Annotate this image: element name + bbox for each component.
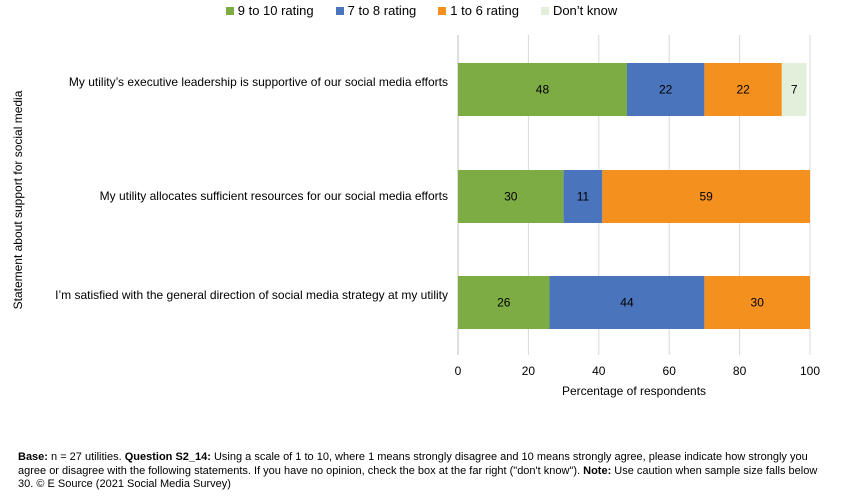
bar-segment: [704, 276, 810, 329]
footnote-note: Use caution when sample size falls below…: [18, 464, 818, 491]
bar-segment: [458, 63, 627, 116]
legend-item-dont-know: Don’t know: [540, 3, 618, 18]
legend-label: Don’t know: [552, 3, 618, 18]
bar-segment: [704, 63, 782, 116]
legend-swatch: [540, 6, 549, 15]
data-label: 26: [497, 296, 511, 310]
bar-segment: [458, 170, 564, 223]
data-label: 30: [504, 190, 518, 204]
x-tick-label: 20: [522, 364, 536, 378]
data-label: 22: [659, 83, 673, 97]
footnote-question: Using a scale of 1 to 10, where 1 means …: [18, 451, 808, 477]
legend-swatch: [225, 6, 234, 15]
footnote-note-label: Note:: [583, 464, 612, 477]
x-axis-label: Percentage of respondents: [561, 384, 707, 398]
footnote-question-label: Question S2_14:: [124, 451, 211, 463]
legend-swatch: [335, 6, 344, 15]
category-label: My utility’s executive leadership is sup…: [68, 75, 448, 89]
bar-segment: [563, 170, 603, 223]
data-label: 44: [620, 296, 634, 310]
legend: 9 to 10 rating 7 to 8 rating 1 to 6 rati…: [0, 3, 843, 18]
data-label: 7: [791, 83, 798, 97]
x-tick-label: 60: [663, 364, 677, 378]
legend-swatch: [438, 6, 447, 15]
footnote-base-label: Base:: [18, 451, 48, 463]
plot-area: 0 20 40 60 80 100 48 22 22 7 30 11 59 26 44 30: [455, 35, 820, 378]
x-tick-label: 80: [733, 364, 747, 378]
data-label: 59: [699, 190, 713, 204]
legend-item-9-10: 9 to 10 rating: [225, 3, 314, 18]
bar-segment: [781, 63, 807, 116]
data-label: 48: [536, 83, 550, 97]
category-label: I’m satisfied with the general direction…: [55, 288, 448, 302]
legend-item-1-6: 1 to 6 rating: [438, 3, 519, 18]
data-label: 11: [577, 190, 590, 204]
data-label: 30: [751, 296, 765, 310]
footnote: Base: n = 27 utilities. Question S2_14: …: [18, 451, 833, 492]
x-tick-label: 0: [455, 364, 462, 378]
x-tick-label: 40: [592, 364, 606, 378]
x-tick-label: 100: [800, 364, 820, 378]
legend-item-7-8: 7 to 8 rating: [335, 3, 417, 18]
bar-segment: [602, 170, 810, 223]
bar-segment: [458, 276, 550, 329]
legend-label: 7 to 8 rating: [347, 3, 417, 18]
bar-segment: [549, 276, 705, 329]
data-label: 22: [736, 83, 750, 97]
category-label: My utility allocates sufficient resource…: [99, 189, 448, 203]
bar-segment: [626, 63, 705, 116]
footnote-base: n = 27 utilities.: [47, 451, 125, 463]
legend-label: 1 to 6 rating: [450, 3, 519, 18]
legend-label: 9 to 10 rating: [237, 3, 314, 18]
